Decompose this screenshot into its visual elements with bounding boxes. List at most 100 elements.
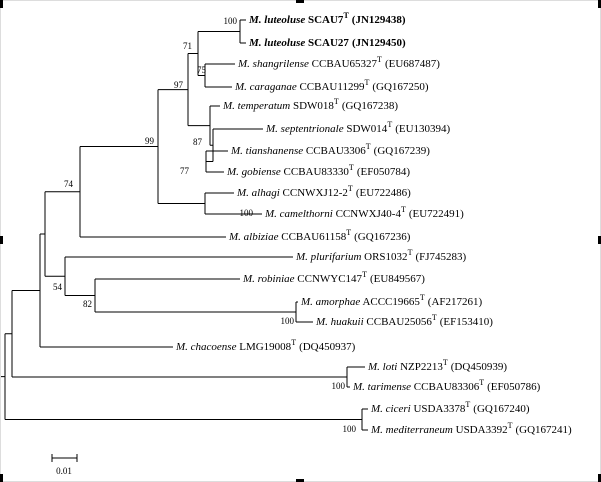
leaf-label: M. tianshanense CCBAU3306T (GQ167239) [230, 142, 430, 157]
accession: (AF217261) [428, 296, 483, 308]
species-name: M. tarimense [352, 381, 411, 393]
accession: (EU849567) [370, 273, 425, 285]
strain: NZP2213 [400, 361, 443, 373]
leaf-label: M. plurifarium ORS1032T (FJ745283) [295, 248, 467, 263]
type-strain-mark: T [377, 55, 382, 64]
accession: (EU687487) [385, 58, 440, 70]
bootstrap-value: 99 [145, 136, 155, 146]
strain: CCBAU25056 [366, 316, 432, 328]
species-name: M. robiniae [242, 273, 295, 285]
type-strain-mark: T [420, 293, 425, 302]
leaf-label: M. ciceri USDA3378T (GQ167240) [370, 400, 530, 415]
species-name: M. camelthorni [264, 208, 333, 220]
accession: (GQ167239) [374, 145, 431, 157]
accession: (DQ450939) [451, 361, 508, 373]
bootstrap-value: 100 [240, 208, 254, 218]
species-name: M. loti [367, 361, 397, 373]
strain: USDA3392 [456, 424, 508, 436]
type-strain-mark: T [349, 163, 354, 172]
strain: CCNWYC147 [297, 273, 362, 285]
species-name: M. alhagi [236, 187, 280, 199]
strain: ACCC19665 [362, 296, 420, 308]
accession: (EF050784) [357, 166, 411, 178]
type-strain-mark: T [366, 142, 371, 151]
strain: CCNWXJ12-2 [283, 187, 348, 199]
strain: CCBAU61158 [281, 231, 346, 243]
species-name: M. plurifarium [295, 251, 361, 263]
strain: CCNWXJ40-4 [336, 208, 402, 220]
leaf-label: M. luteoluse SCAU27 (JN129450) [248, 37, 406, 49]
accession: (DQ450937) [299, 341, 356, 353]
species-name: M. chacoense [175, 341, 237, 353]
bootstrap-value: 100 [224, 16, 238, 26]
leaf-label: M. robiniae CCNWYC147T (EU849567) [242, 270, 425, 285]
type-strain-mark: T [401, 205, 406, 214]
accession: (GQ167250) [372, 81, 429, 93]
strain: ORS1032 [364, 251, 407, 263]
accession: (EU722486) [356, 187, 411, 199]
bootstrap-value: 74 [64, 179, 74, 189]
species-name: M. amorphae [300, 296, 360, 308]
leaf-label: M. luteoluse SCAU7T (JN129438) [248, 11, 406, 26]
leaf-label: M. chacoense LMG19008T (DQ450937) [175, 338, 356, 353]
strain: SDW018 [293, 100, 334, 112]
species-name: M. huakuii [315, 316, 364, 328]
species-name: M. luteoluse [248, 14, 305, 26]
accession: (JN129438) [352, 14, 406, 26]
bootstrap-value: 87 [193, 137, 203, 147]
type-strain-mark: T [508, 421, 513, 430]
bootstrap-value: 77 [180, 166, 190, 176]
accession: (FJ745283) [415, 251, 466, 263]
bootstrap-value: 71 [183, 41, 192, 51]
species-name: M. tianshanense [230, 145, 303, 157]
strain: CCBAU83306 [414, 381, 480, 393]
species-name: M. ciceri [370, 403, 411, 415]
type-strain-mark: T [334, 97, 339, 106]
bootstrap-value: 82 [83, 299, 92, 309]
accession: (GQ167240) [473, 403, 530, 415]
type-strain-mark: T [432, 313, 437, 322]
accession: (GQ167236) [354, 231, 411, 243]
strain: CCBAU65327 [312, 58, 378, 70]
accession: (EU130394) [395, 123, 450, 135]
accession: (GQ167238) [342, 100, 399, 112]
species-name: M. gobiense [226, 166, 281, 178]
leaf-label: M. temperatum SDW018T (GQ167238) [222, 97, 398, 112]
type-strain-mark: T [408, 248, 413, 257]
leaf-label: M. camelthorni CCNWXJ40-4T (EU722491) [264, 205, 464, 220]
species-name: M. mediterraneum [370, 424, 453, 436]
type-strain-mark: T [291, 338, 296, 347]
strain: CCBAU11299 [299, 81, 364, 93]
accession: (JN129450) [352, 37, 406, 49]
bootstrap-value: 97 [174, 80, 184, 90]
type-strain-mark: T [364, 78, 369, 87]
bootstrap-value: 54 [53, 282, 63, 292]
species-name: M. luteoluse [248, 37, 305, 49]
leaf-label: M. septentrionale SDW014T (EU130394) [265, 120, 451, 135]
type-strain-mark: T [465, 400, 470, 409]
species-name: M. septentrionale [265, 123, 344, 135]
leaf-label: M. amorphae ACCC19665T (AF217261) [300, 293, 483, 308]
type-strain-mark: T [479, 378, 484, 387]
type-strain-mark: T [348, 184, 353, 193]
leaf-label: M. alhagi CCNWXJ12-2T (EU722486) [236, 184, 411, 199]
leaf-label: M. huakuii CCBAU25056T (EF153410) [315, 313, 493, 328]
labels: M. luteoluse SCAU7T (JN129438)M. luteolus… [53, 11, 572, 436]
leaf-label: M. gobiense CCBAU83330T (EF050784) [226, 163, 410, 178]
species-name: M. caraganae [234, 81, 297, 93]
strain: CCBAU3306 [306, 145, 366, 157]
accession: (EF050786) [487, 381, 541, 393]
type-strain-mark: T [346, 228, 351, 237]
bootstrap-value: 100 [281, 316, 295, 326]
strain: LMG19008 [239, 341, 291, 353]
species-name: M. albiziae [228, 231, 279, 243]
type-strain-mark: T [387, 120, 392, 129]
bootstrap-value: 75 [197, 65, 207, 75]
strain: SDW014 [346, 123, 387, 135]
type-strain-mark: T [343, 11, 349, 20]
accession: (GQ167241) [515, 424, 572, 436]
accession: (EU722491) [409, 208, 464, 220]
